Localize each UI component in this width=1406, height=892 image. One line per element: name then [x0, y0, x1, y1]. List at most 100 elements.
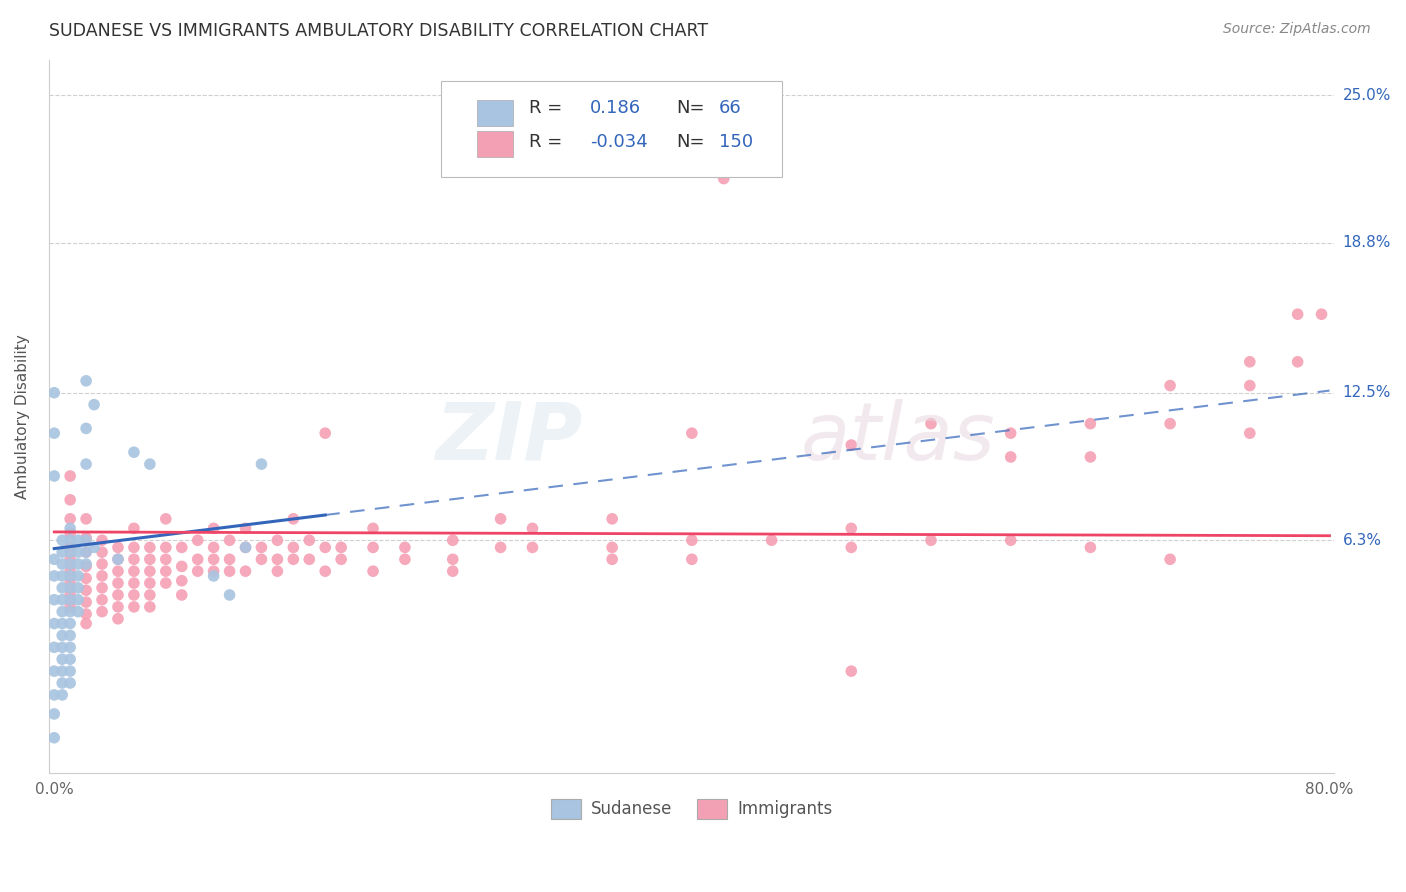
Point [139, 599, 162, 614]
Point [361, 564, 384, 578]
Point [75, 545, 97, 559]
Y-axis label: Ambulatory Disability: Ambulatory Disability [15, 334, 30, 499]
Point [761, 533, 783, 548]
Point [298, 533, 321, 548]
Point [44, 731, 66, 745]
Text: 150: 150 [718, 133, 754, 151]
Point [59, 576, 82, 591]
Point [266, 564, 288, 578]
Point [1000, 426, 1022, 441]
Point [1080, 417, 1102, 431]
Point [139, 541, 162, 555]
Point [155, 552, 177, 566]
Point [51, 664, 73, 678]
Point [59, 541, 82, 555]
FancyBboxPatch shape [477, 131, 513, 157]
Point [250, 457, 273, 471]
Point [59, 592, 82, 607]
Point [314, 426, 336, 441]
Point [330, 552, 353, 566]
Point [44, 469, 66, 483]
Point [139, 588, 162, 602]
Legend: Sudanese, Immigrants: Sudanese, Immigrants [544, 792, 839, 826]
Point [51, 616, 73, 631]
Point [75, 616, 97, 631]
Point [59, 664, 82, 678]
Point [713, 171, 735, 186]
Point [1159, 378, 1181, 392]
Point [59, 640, 82, 655]
Point [122, 541, 145, 555]
Point [51, 605, 73, 619]
Point [122, 588, 145, 602]
Point [1000, 533, 1022, 548]
Point [1159, 552, 1181, 566]
Point [59, 652, 82, 666]
Point [1080, 450, 1102, 464]
Point [67, 545, 90, 559]
Point [441, 533, 464, 548]
Point [235, 541, 257, 555]
Point [155, 541, 177, 555]
Point [235, 541, 257, 555]
Point [1000, 450, 1022, 464]
Text: 6.3%: 6.3% [1343, 533, 1382, 548]
Point [51, 592, 73, 607]
Point [75, 545, 97, 559]
Point [75, 571, 97, 585]
Point [51, 652, 73, 666]
Point [155, 564, 177, 578]
Point [75, 533, 97, 548]
Point [83, 398, 105, 412]
Point [44, 640, 66, 655]
Text: Source: ZipAtlas.com: Source: ZipAtlas.com [1223, 22, 1371, 37]
Point [1239, 378, 1261, 392]
Point [75, 531, 97, 545]
Point [600, 512, 623, 526]
Point [1286, 355, 1309, 369]
Point [51, 557, 73, 571]
Point [330, 541, 353, 555]
Point [91, 581, 114, 595]
Text: 18.8%: 18.8% [1343, 235, 1391, 251]
Point [59, 512, 82, 526]
Point [107, 576, 129, 591]
Point [839, 541, 862, 555]
Point [681, 533, 703, 548]
Point [314, 564, 336, 578]
Text: -0.034: -0.034 [591, 133, 648, 151]
Point [107, 588, 129, 602]
Point [44, 552, 66, 566]
Point [51, 688, 73, 702]
Point [59, 557, 82, 571]
Point [107, 552, 129, 566]
Point [107, 599, 129, 614]
Text: 66: 66 [718, 99, 741, 117]
Point [920, 417, 942, 431]
Point [67, 533, 90, 548]
Text: SUDANESE VS IMMIGRANTS AMBULATORY DISABILITY CORRELATION CHART: SUDANESE VS IMMIGRANTS AMBULATORY DISABI… [49, 22, 709, 40]
Point [44, 664, 66, 678]
Point [920, 533, 942, 548]
Point [59, 616, 82, 631]
Point [139, 552, 162, 566]
Point [441, 552, 464, 566]
Point [266, 552, 288, 566]
Point [59, 581, 82, 595]
Point [44, 426, 66, 441]
Point [139, 576, 162, 591]
Point [107, 541, 129, 555]
Point [839, 521, 862, 535]
Point [298, 552, 321, 566]
Point [122, 564, 145, 578]
Point [59, 676, 82, 690]
Point [122, 521, 145, 535]
Point [91, 569, 114, 583]
Point [266, 533, 288, 548]
Point [155, 512, 177, 526]
Text: 12.5%: 12.5% [1343, 385, 1391, 401]
Point [59, 588, 82, 602]
Point [107, 552, 129, 566]
Point [75, 512, 97, 526]
Point [75, 457, 97, 471]
